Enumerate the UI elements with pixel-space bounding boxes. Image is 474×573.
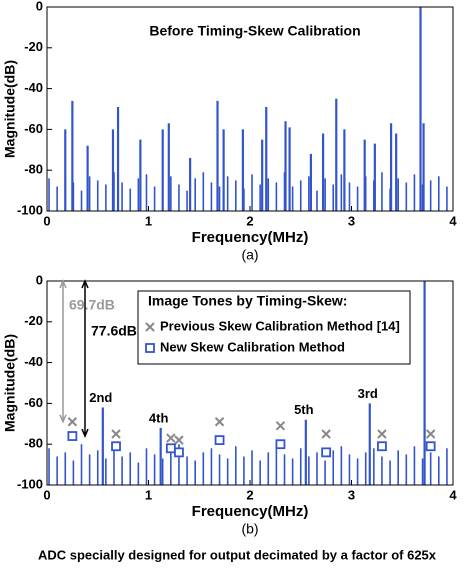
marker-new <box>111 441 121 452</box>
x-tick-label: 4 <box>449 487 457 502</box>
marker-previous <box>425 429 436 439</box>
y-tick-label: -80 <box>24 162 43 177</box>
y-tick-label: -20 <box>24 39 43 54</box>
marker-new <box>321 447 332 458</box>
marker-previous <box>275 421 286 431</box>
marker-new <box>174 447 184 458</box>
legend-title: Image Tones by Timing-Skew: <box>148 293 347 309</box>
gap-arrow <box>59 279 67 424</box>
marker-previous <box>174 435 184 445</box>
chart-title: Before Timing-Skew Calibration <box>149 23 360 39</box>
legend-label: Previous Skew Calibration Method [14] <box>160 318 400 333</box>
x-tick-label: 3 <box>348 487 355 502</box>
marker-previous <box>321 429 331 439</box>
y-tick-label: -40 <box>24 354 43 369</box>
x-tick-label: 2 <box>246 487 253 502</box>
marker-previous <box>166 433 176 443</box>
harmonic-label: 3rd <box>358 386 378 401</box>
x-tick-label: 2 <box>246 213 253 228</box>
harmonic-label: 4th <box>149 410 169 425</box>
marker-previous <box>111 429 121 439</box>
harmonic-label: 5th <box>294 402 314 417</box>
y-axis-label: Magnitude(dB) <box>2 334 18 432</box>
legend-marker <box>145 322 155 332</box>
y-tick-label: -80 <box>24 436 43 451</box>
y-tick-label: -60 <box>24 395 43 410</box>
gap-label: 69.7dB <box>69 297 115 313</box>
y-tick-label: -20 <box>24 313 43 328</box>
marker-previous <box>377 429 387 439</box>
marker-new <box>165 443 176 454</box>
marker-new <box>275 439 286 450</box>
marker-new <box>67 431 78 441</box>
marker-previous <box>67 417 78 427</box>
x-axis-label: Frequency(MHz) <box>192 503 309 520</box>
y-axis-label: Magnitude(dB) <box>2 60 18 158</box>
x-tick-label: 1 <box>145 213 152 228</box>
marker-previous <box>214 417 225 427</box>
gap-label: 77.6dB <box>91 323 137 339</box>
x-tick-label: 0 <box>43 213 50 228</box>
legend-marker <box>145 343 155 353</box>
marker-new <box>425 441 436 452</box>
x-axis-label: Frequency(MHz) <box>192 229 309 246</box>
footer: ADC specially designed for output decima… <box>38 547 437 562</box>
marker-new <box>214 435 225 446</box>
harmonic-label: 2nd <box>89 390 112 405</box>
legend-box <box>137 290 411 365</box>
legend-label: New Skew Calibration Method <box>160 339 345 354</box>
y-tick-label: -100 <box>17 202 43 217</box>
y-tick-label: -60 <box>24 121 43 136</box>
y-tick-label: 0 <box>36 272 43 287</box>
x-tick-label: 4 <box>449 213 457 228</box>
caption: (a) <box>241 247 258 263</box>
y-tick-label: 0 <box>36 0 43 13</box>
x-tick-label: 1 <box>145 487 152 502</box>
caption: (b) <box>241 521 258 537</box>
y-tick-label: -100 <box>17 476 43 491</box>
x-tick-label: 3 <box>348 213 355 228</box>
y-tick-label: -40 <box>24 80 43 95</box>
x-tick-label: 0 <box>43 487 50 502</box>
marker-new <box>377 441 387 452</box>
gap-arrow <box>81 279 89 438</box>
